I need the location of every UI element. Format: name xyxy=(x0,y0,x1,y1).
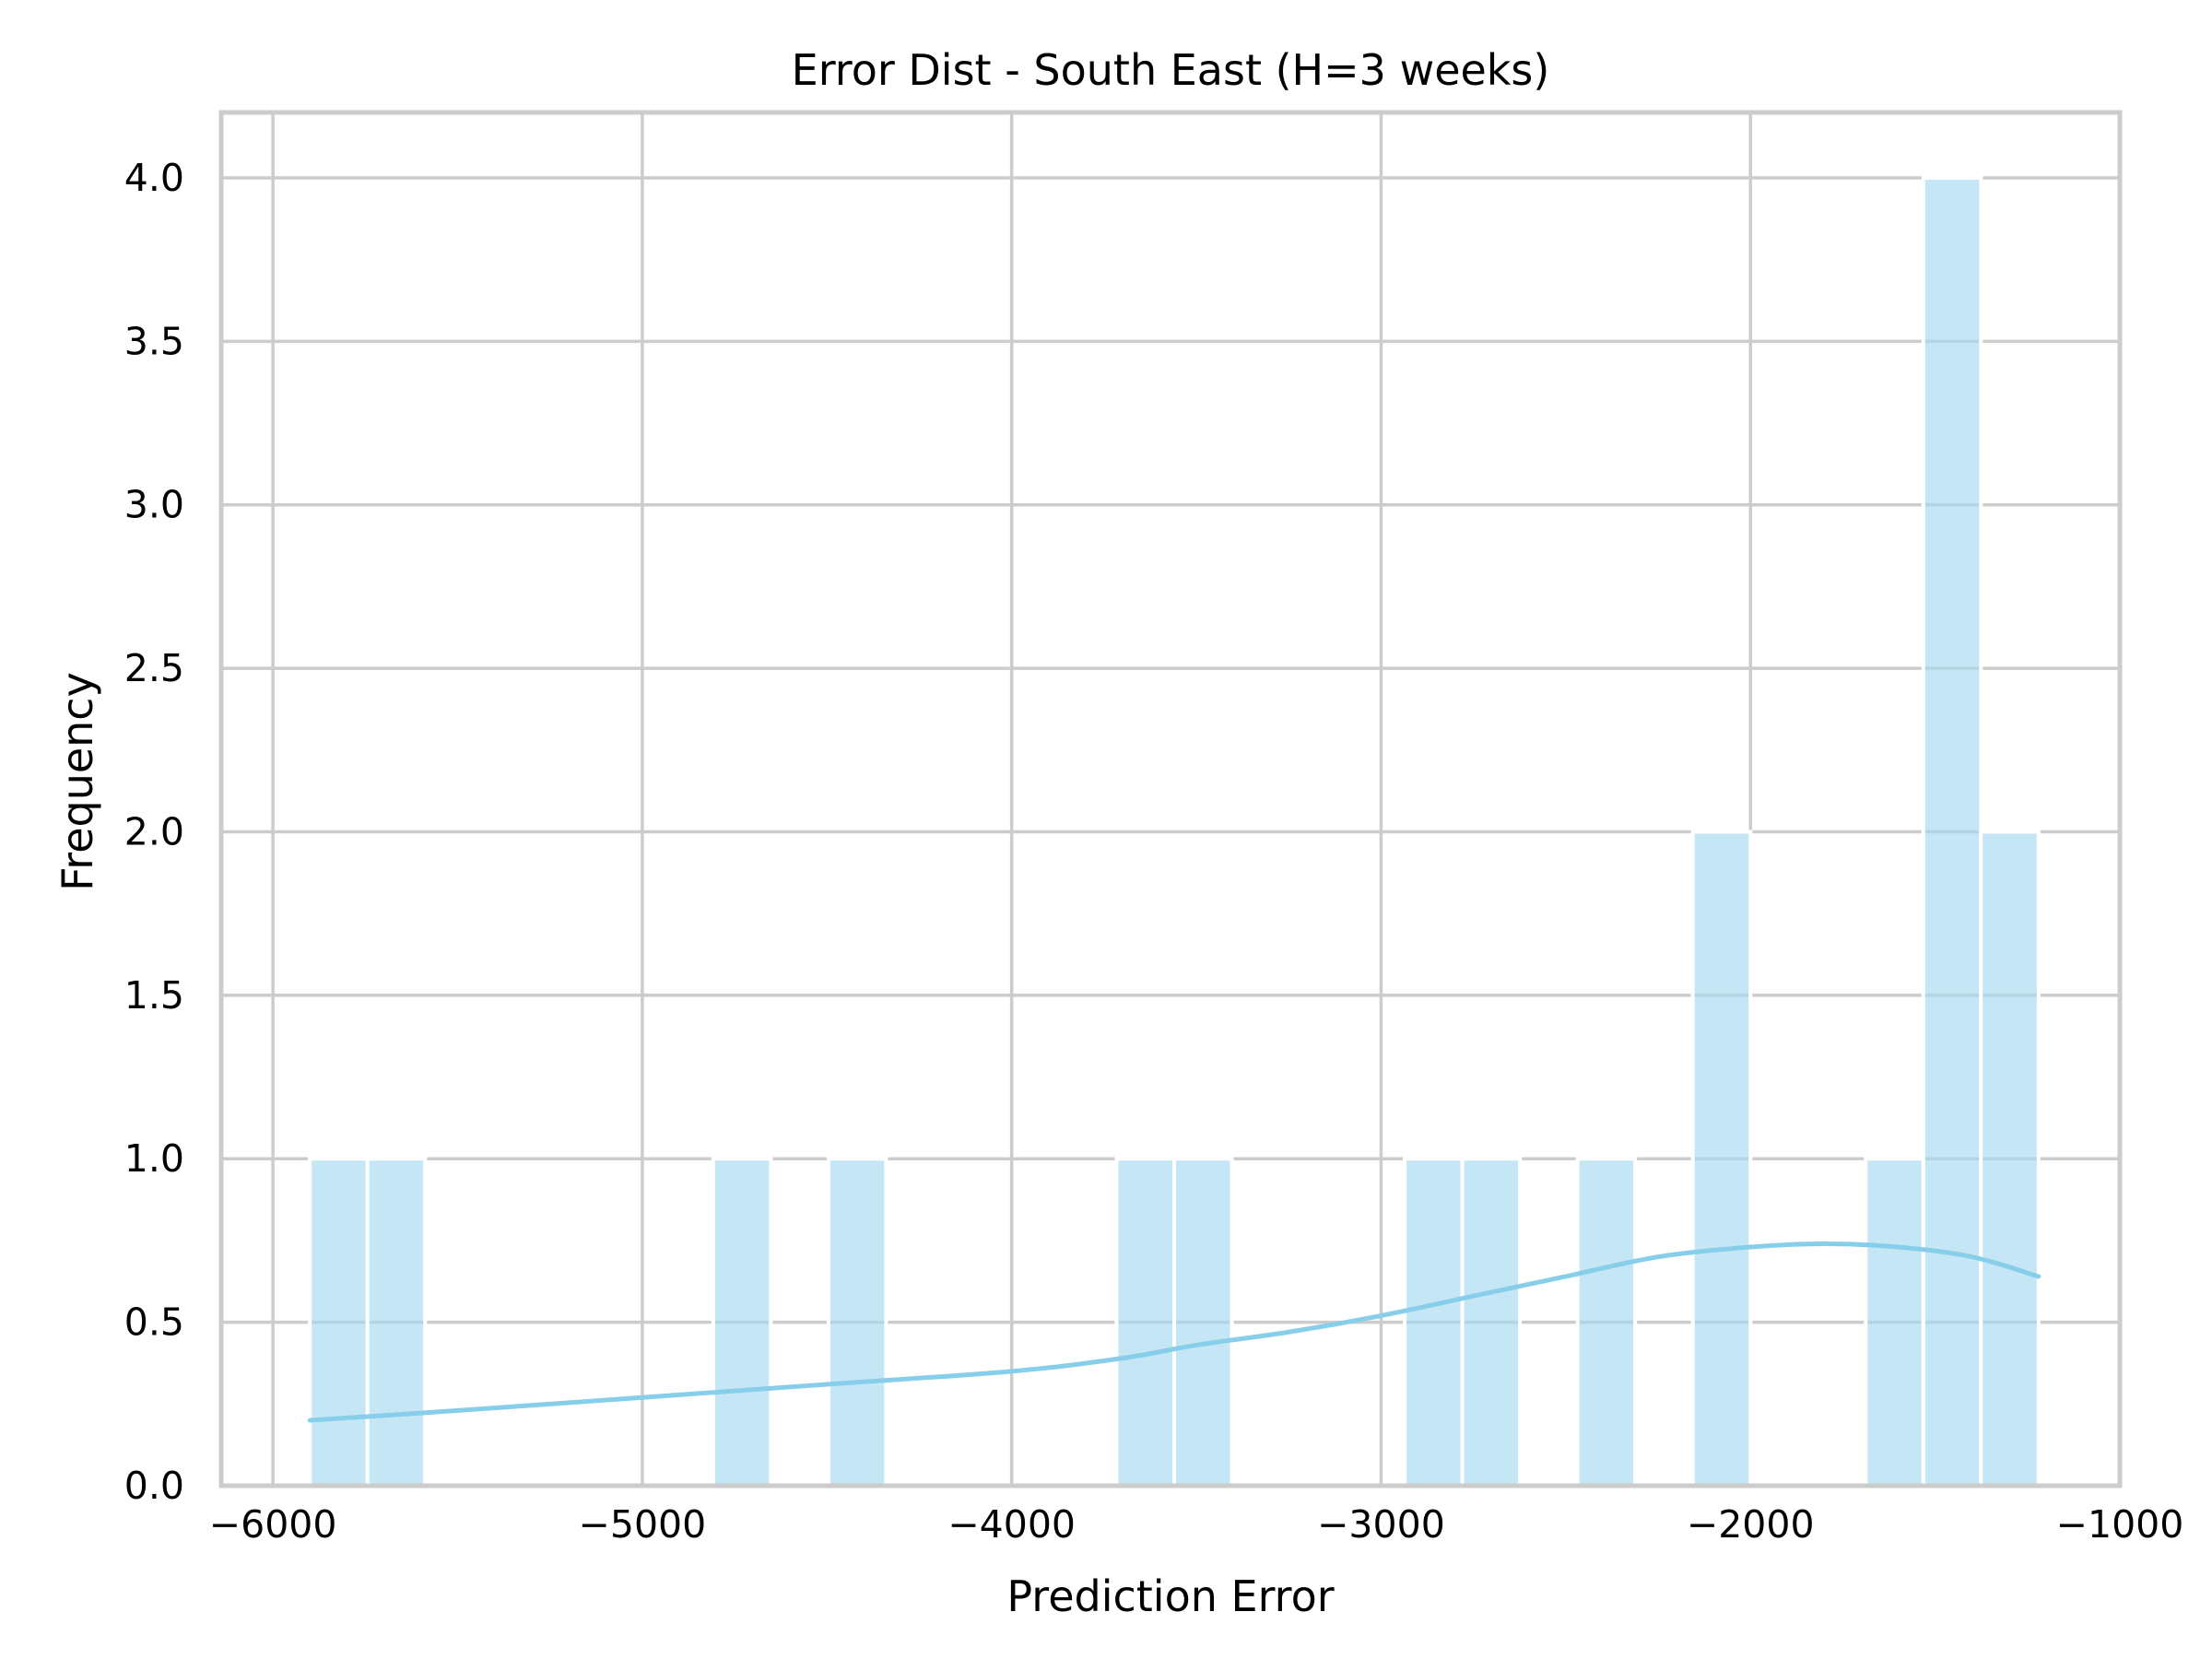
x-axis-label: Prediction Error xyxy=(1006,1571,1334,1621)
plot-frame xyxy=(218,110,2123,1488)
y-tick-label: 4.0 xyxy=(124,156,184,200)
x-tick-label: −4000 xyxy=(947,1502,1076,1547)
chart-title: Error Dist - South East (H=3 weeks) xyxy=(792,45,1550,95)
bar-layer xyxy=(308,175,2041,1488)
histogram-bar xyxy=(1864,1157,1925,1488)
histogram-bar xyxy=(1690,830,1753,1488)
y-tick-label: 0.5 xyxy=(124,1300,184,1345)
x-tick-label: −5000 xyxy=(579,1502,707,1547)
histogram-bar xyxy=(308,1157,370,1488)
x-tick-label: −2000 xyxy=(1687,1502,1815,1547)
histogram-bar xyxy=(711,1157,773,1488)
kde-layer xyxy=(307,1241,2041,1423)
x-tick-label: −3000 xyxy=(1317,1502,1445,1547)
histogram-bar xyxy=(365,1157,428,1488)
tick-layer: −6000 −5000 −4000 −3000 −2000 −1000 0.0 0.5 1.0 1… xyxy=(124,156,2184,1547)
x-tick-label: −6000 xyxy=(209,1502,337,1547)
histogram-bar xyxy=(1921,175,1983,1488)
histogram-bar xyxy=(1172,1157,1234,1488)
y-tick-label: 2.0 xyxy=(124,809,184,853)
kde-curve xyxy=(307,1241,2041,1423)
histogram-bar xyxy=(1460,1157,1523,1488)
y-tick-label: 3.5 xyxy=(124,319,184,363)
histogram-bar xyxy=(1114,1157,1177,1488)
histogram-bar xyxy=(1403,1157,1465,1488)
y-axis-label: Frequency xyxy=(53,672,102,891)
histogram-bar xyxy=(826,1157,888,1488)
y-tick-label: 0.0 xyxy=(124,1464,184,1508)
histogram-bar xyxy=(1575,1157,1638,1488)
y-tick-label: 3.0 xyxy=(124,483,184,527)
y-tick-label: 1.5 xyxy=(124,973,184,1018)
y-tick-label: 1.0 xyxy=(124,1136,184,1181)
x-tick-label: −1000 xyxy=(2056,1502,2184,1547)
y-tick-label: 2.5 xyxy=(124,646,184,690)
histogram-bar xyxy=(1979,830,2041,1488)
